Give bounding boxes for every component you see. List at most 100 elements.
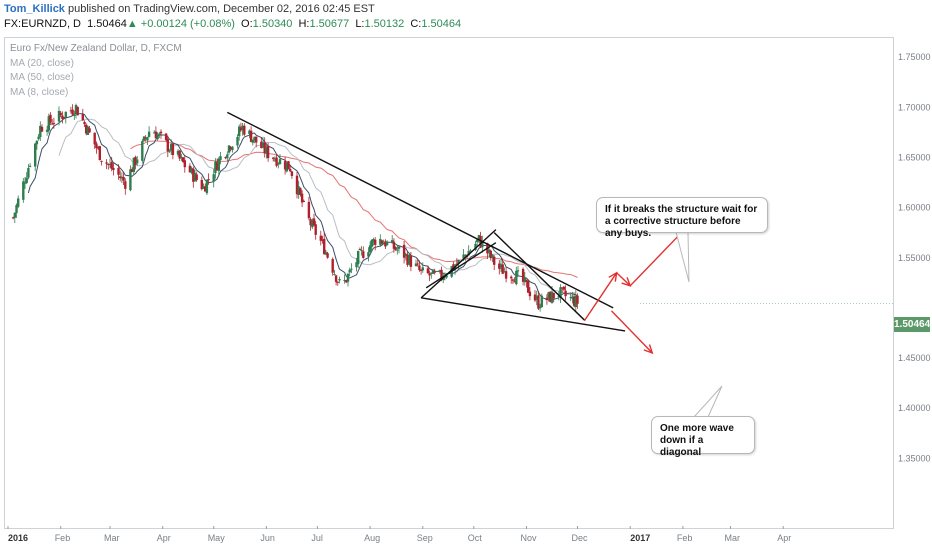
candle-body	[289, 169, 292, 172]
candle-body	[445, 275, 448, 278]
candle-body	[409, 255, 413, 267]
wedge-exit-line[interactable]	[493, 232, 585, 321]
candle-body	[540, 295, 543, 308]
candle-body	[219, 156, 222, 161]
candle-body	[385, 241, 389, 246]
candle-body	[493, 256, 496, 265]
candle-body	[287, 161, 290, 170]
candle-body	[368, 245, 372, 253]
candle-body	[266, 146, 270, 159]
candle-body	[34, 143, 37, 167]
candle-body	[406, 254, 409, 265]
candle-body	[574, 295, 577, 307]
candle-body	[261, 142, 265, 147]
candle-body	[122, 177, 125, 181]
wedge-lower-line[interactable]	[425, 242, 497, 289]
candle-body	[525, 279, 528, 283]
arrow-head	[608, 271, 618, 282]
candle-body	[550, 291, 554, 303]
x-tick-label: May	[208, 533, 226, 543]
candle-body	[170, 144, 173, 151]
candle-body	[477, 235, 481, 240]
candle-body	[528, 291, 532, 297]
x-tick-label: Feb	[677, 533, 693, 543]
candle-body	[487, 249, 491, 253]
candle-body	[416, 263, 419, 265]
candle-body	[229, 146, 232, 150]
candle-body	[533, 294, 537, 301]
y-tick-label: 1.55000	[898, 253, 931, 263]
candle-body	[107, 163, 110, 165]
candle-body	[272, 157, 275, 159]
trendline-lower[interactable]	[420, 297, 626, 332]
candle-body	[564, 290, 567, 297]
candle-body	[380, 240, 384, 244]
candle-body	[561, 287, 564, 289]
candle-body	[355, 262, 358, 268]
candle-body	[336, 281, 339, 283]
candle-body	[481, 241, 484, 248]
candle-body	[527, 280, 530, 293]
candle-body	[227, 145, 231, 153]
candle-body	[204, 186, 207, 192]
x-tick-label: Sep	[417, 533, 433, 543]
candle-body	[88, 128, 91, 133]
legend-ma50[interactable]: MA (50, close)	[10, 72, 74, 83]
candle-body	[348, 269, 351, 273]
candle-body	[511, 279, 515, 281]
ma8-line	[27, 112, 578, 301]
candle-body	[200, 179, 203, 190]
close-value: 1.50464	[421, 18, 462, 30]
candle-body	[156, 134, 159, 140]
x-tick-label: Jun	[260, 533, 275, 543]
candle-body	[190, 168, 193, 173]
candle-body	[83, 121, 86, 125]
candle-body	[346, 273, 350, 282]
callout-diagonal-note[interactable]: One more wave down if a diagonal	[651, 416, 755, 458]
candle-body	[510, 276, 513, 279]
candle-body	[576, 295, 579, 304]
candle-body	[120, 176, 124, 179]
callout-structure-note[interactable]: If it breaks the structure wait for a co…	[596, 197, 768, 239]
legend-ma8[interactable]: MA (8, close)	[10, 86, 69, 98]
candle-body	[96, 147, 100, 149]
candle-body	[501, 264, 504, 274]
candle-body	[214, 161, 217, 174]
candle-body	[13, 212, 16, 218]
x-tick-label: Mar	[725, 533, 741, 543]
candle-body	[467, 251, 470, 256]
open-value: 1.50340	[252, 18, 293, 30]
candle-body	[71, 109, 74, 115]
candle-body	[278, 159, 282, 165]
candle-body	[521, 268, 525, 282]
candle-body	[285, 163, 288, 172]
candle-body	[333, 274, 336, 276]
candle-body	[396, 249, 399, 251]
candle-body	[350, 268, 353, 270]
candle-body	[224, 157, 227, 159]
candle-body	[28, 165, 32, 167]
plot-area[interactable]	[4, 37, 894, 529]
candle-body	[457, 259, 460, 264]
candle-body	[277, 163, 280, 165]
author-link[interactable]: Tom_Killick	[4, 3, 65, 15]
wedge-upper-line[interactable]	[420, 229, 497, 299]
candle-body	[62, 117, 66, 119]
candle-body	[147, 131, 151, 137]
candle-body	[392, 241, 396, 249]
candle-body	[430, 272, 433, 274]
candle-body	[117, 168, 120, 175]
candle-body	[283, 161, 287, 170]
trendline-upper[interactable]	[226, 111, 614, 309]
candle-body	[158, 133, 161, 135]
candle-body	[537, 295, 540, 309]
candle-body	[239, 127, 243, 131]
candle-body	[59, 112, 62, 116]
open-label: O:	[241, 18, 253, 30]
close-label: C:	[410, 18, 422, 30]
projection-arrow-pullback	[616, 272, 631, 287]
legend-ma20[interactable]: MA (20, close)	[10, 57, 74, 69]
candle-body	[238, 126, 241, 137]
y-tick-label: 1.40000	[898, 403, 931, 413]
